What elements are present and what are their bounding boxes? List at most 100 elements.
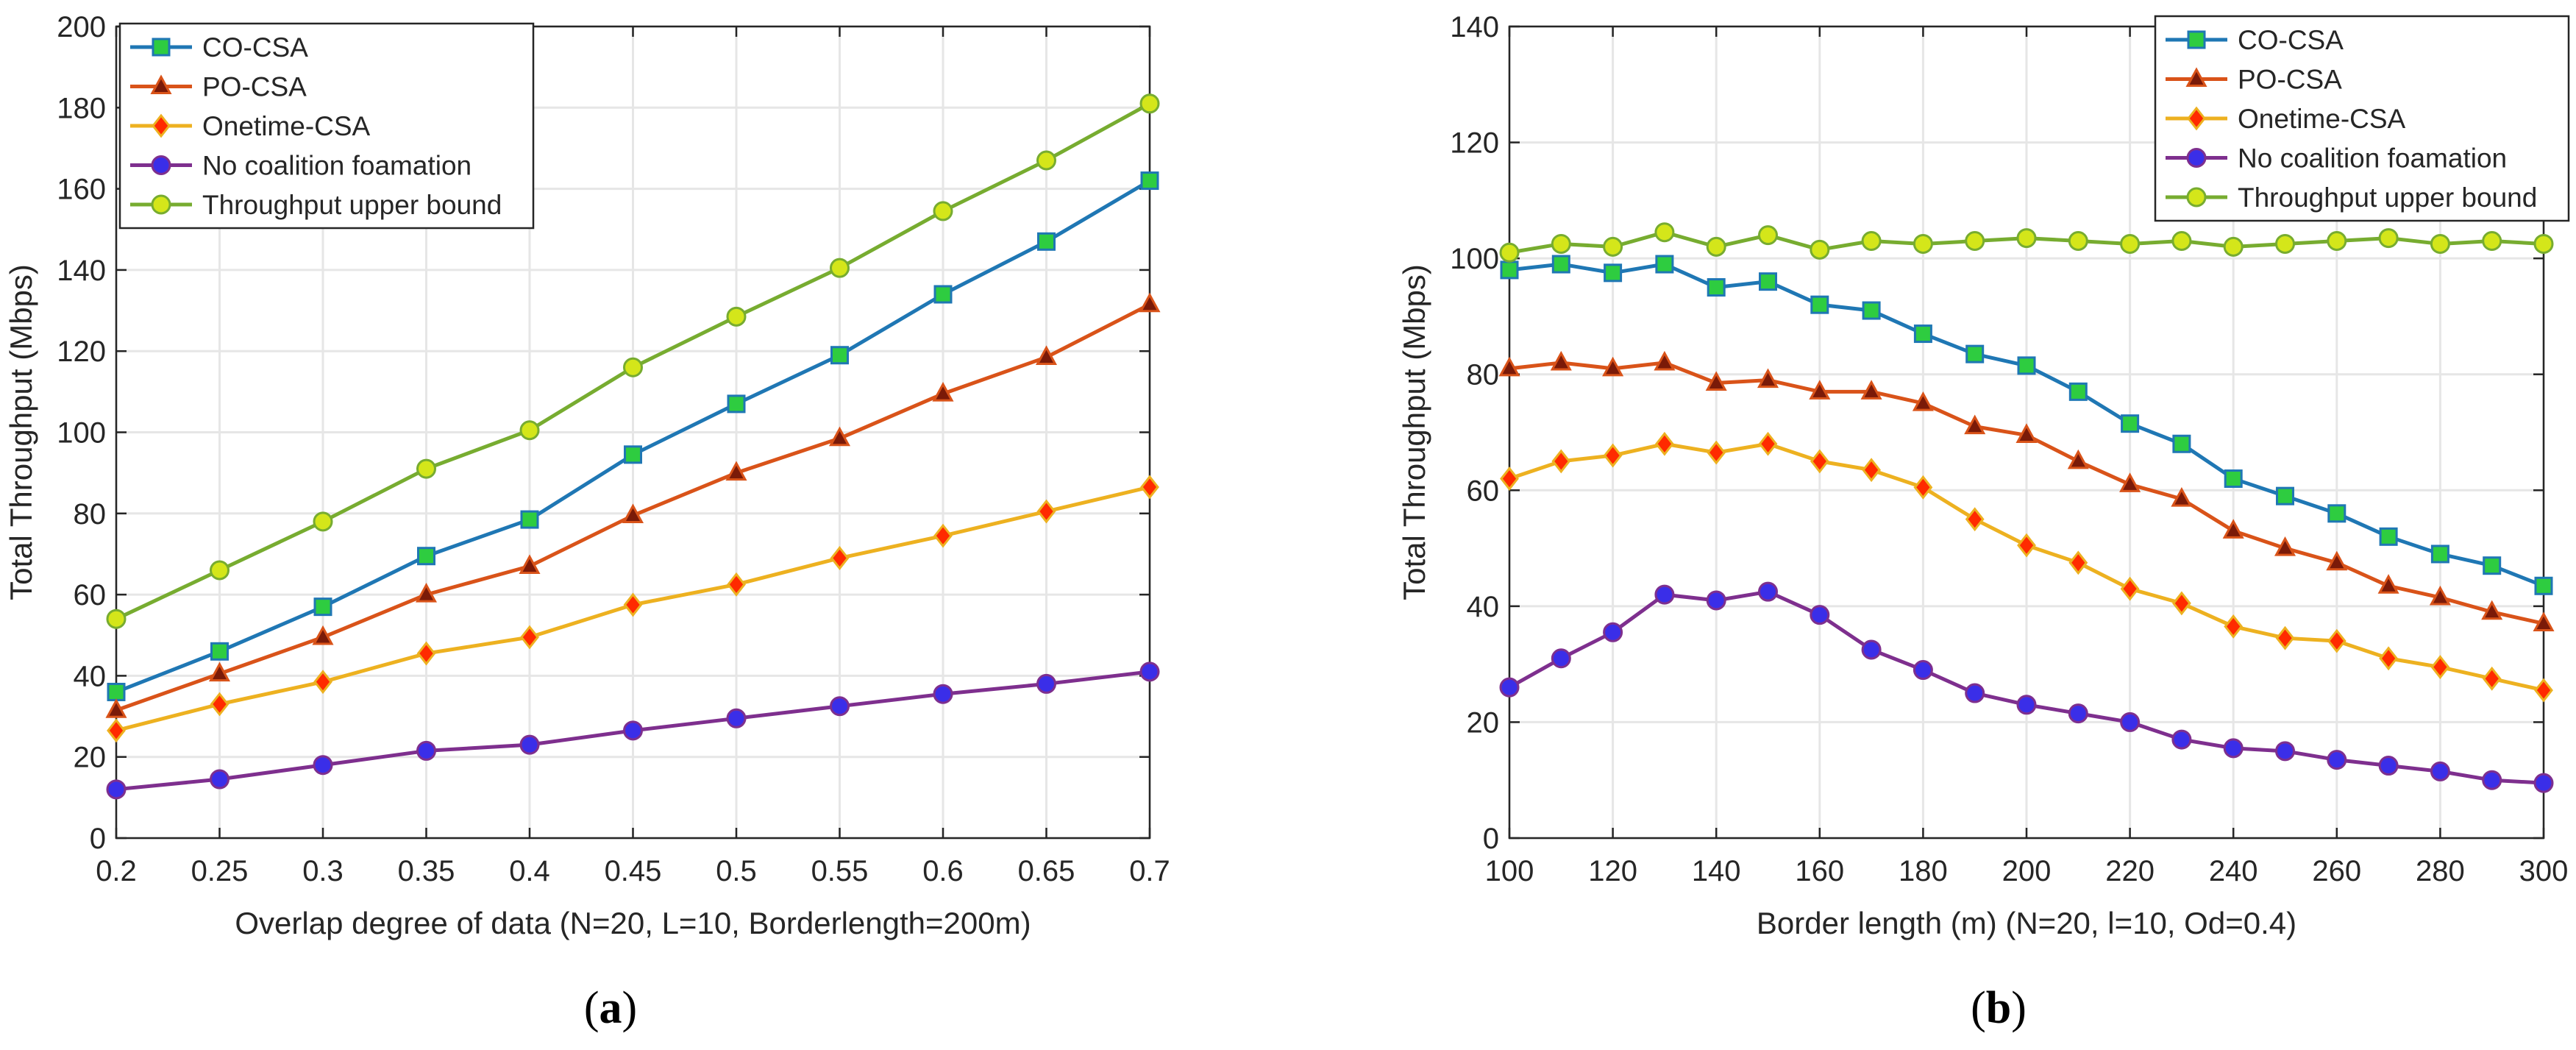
panel-a-point-onetime_csa-4 xyxy=(520,625,539,650)
panel-b-point-onetime_csa-8 xyxy=(1913,475,1933,500)
panel-a-point-upper_bound-10 xyxy=(1139,93,1160,114)
panel-b-ytick-label-3: 60 xyxy=(1467,475,1500,507)
panel-a-point-onetime_csa-2 xyxy=(313,670,332,695)
panel-b-point-upper_bound-16 xyxy=(2327,231,2347,252)
panel-b-point-no_coalition-18 xyxy=(2430,761,2450,781)
panel-b-point-co_csa-18 xyxy=(2430,544,2449,564)
panel-b-point-co_csa-16 xyxy=(2327,504,2346,523)
panel-b-ytick-label-2: 40 xyxy=(1467,591,1500,623)
panel-b-point-po_csa-11 xyxy=(2067,449,2089,469)
panel-a-xtick-label-6: 0.5 xyxy=(716,855,757,887)
panel-b-point-onetime_csa-14 xyxy=(2224,614,2244,639)
panel-b-point-upper_bound-8 xyxy=(1913,233,1933,254)
panel-a-point-no_coalition-0 xyxy=(106,779,127,800)
panel-a-point-onetime_csa-0 xyxy=(107,718,126,743)
panel-a-point-co_csa-6 xyxy=(727,394,746,414)
panel-b-point-upper_bound-1 xyxy=(1551,233,1571,254)
panel-b-point-onetime_csa-7 xyxy=(1862,458,1882,483)
panel-a-point-no_coalition-10 xyxy=(1139,661,1160,682)
panel-b-point-no_coalition-20 xyxy=(2533,773,2554,793)
panel-a-point-co_csa-5 xyxy=(624,445,642,464)
panel-a-xtick-label-9: 0.65 xyxy=(1018,855,1075,887)
panel-a-legend-label-upper_bound: Throughput upper bound xyxy=(202,190,502,220)
panel-a-xtick-label-4: 0.4 xyxy=(509,855,550,887)
panel-b-point-no_coalition-4 xyxy=(1706,590,1726,611)
panel-b-xtick-label-1: 120 xyxy=(1588,855,1637,887)
panel-a-point-onetime_csa-1 xyxy=(210,692,230,717)
panel-b-legend-marker-upper_bound xyxy=(2186,187,2207,207)
panel-a-ytick-label-4: 80 xyxy=(74,498,107,531)
panel-b-point-upper_bound-9 xyxy=(1965,231,1985,252)
panel-b-point-no_coalition-8 xyxy=(1913,660,1933,681)
panel-b-point-co_csa-12 xyxy=(2121,414,2140,433)
caption-b-letter: b xyxy=(1986,983,2011,1033)
panel-b-point-po_csa-19 xyxy=(2481,600,2503,620)
panel-b-xtick-label-0: 100 xyxy=(1485,855,1534,887)
panel-b-point-onetime_csa-20 xyxy=(2534,678,2553,703)
panel-a-series-po_csa xyxy=(105,292,1161,718)
panel-a-legend: CO-CSA PO-CSA Onetime-CSA No coalition foam… xyxy=(118,22,535,230)
panel-a-xtick-label-0: 0.2 xyxy=(96,855,137,887)
panel-b-series-upper_bound xyxy=(1499,222,2554,263)
panel-b-point-co_csa-19 xyxy=(2483,556,2502,575)
panel-b-point-co_csa-10 xyxy=(2017,356,2036,375)
panel-b-point-po_csa-0 xyxy=(1498,356,1520,377)
panel-b-xtick-label-2: 140 xyxy=(1692,855,1741,887)
panel-b-legend-marker-co_csa xyxy=(2187,30,2206,49)
panel-a-point-upper_bound-9 xyxy=(1036,150,1056,171)
panel-a-xtick-label-7: 0.55 xyxy=(811,855,869,887)
panel-b-point-no_coalition-5 xyxy=(1758,581,1778,602)
panel-b-point-co_csa-9 xyxy=(1965,344,1985,363)
panel-b-point-co_csa-14 xyxy=(2224,469,2243,489)
panel-b-point-onetime_csa-16 xyxy=(2327,628,2346,653)
panel-b-point-po_csa-6 xyxy=(1809,380,1831,400)
panel-b-xtick-label-6: 220 xyxy=(2105,855,2155,887)
panel-a-point-no_coalition-9 xyxy=(1036,673,1056,694)
panel-a-point-upper_bound-1 xyxy=(210,560,230,581)
panel-a-xtick-label-5: 0.45 xyxy=(605,855,662,887)
panel-b-point-no_coalition-15 xyxy=(2275,741,2295,762)
panel-a-point-co_csa-0 xyxy=(107,682,126,701)
panel-a-point-co_csa-1 xyxy=(210,642,229,661)
panel-a-legend-marker-no_coalition xyxy=(151,155,171,175)
panel-b-xtick-label-8: 260 xyxy=(2312,855,2361,887)
chart-panel-b: 100 120 140 160 180 200 220 240 260 280 300 0 20 40 60… xyxy=(1397,11,2570,940)
panel-b-ytick-label-4: 80 xyxy=(1467,359,1500,391)
panel-b-point-po_csa-7 xyxy=(1860,380,1882,400)
panel-b-point-no_coalition-11 xyxy=(2068,703,2088,724)
panel-b-series-no_coalition xyxy=(1499,581,2554,793)
panel-b-point-po_csa-1 xyxy=(1550,350,1572,371)
panel-a-point-upper_bound-5 xyxy=(623,357,643,377)
panel-a-point-upper_bound-8 xyxy=(933,201,953,221)
panel-b-point-upper_bound-19 xyxy=(2482,231,2502,252)
panel-a-point-no_coalition-6 xyxy=(726,708,747,728)
panel-b-point-no_coalition-17 xyxy=(2378,756,2399,776)
panel-b-ytick-label-1: 20 xyxy=(1467,706,1500,739)
panel-a-point-upper_bound-2 xyxy=(313,511,333,532)
panel-a-ytick-label-9: 180 xyxy=(57,92,106,124)
panel-b-legend-label-onetime_csa: Onetime-CSA xyxy=(2238,104,2406,134)
panel-b-point-upper_bound-18 xyxy=(2430,233,2450,254)
panel-b-point-upper_bound-20 xyxy=(2533,233,2554,254)
panel-a-point-onetime_csa-7 xyxy=(830,546,850,570)
panel-a-point-po_csa-4 xyxy=(519,554,541,574)
panel-b-ytick-label-0: 0 xyxy=(1483,823,1499,855)
panel-b-ytick-label-7: 140 xyxy=(1450,11,1499,43)
panel-b-point-upper_bound-6 xyxy=(1810,239,1830,260)
panel-a-legend-label-onetime_csa: Onetime-CSA xyxy=(202,111,371,141)
panel-b-point-onetime_csa-2 xyxy=(1603,443,1623,468)
panel-a-series-no_coalition xyxy=(106,661,1160,800)
panel-a-point-po_csa-7 xyxy=(828,426,851,447)
panel-a-point-po_csa-2 xyxy=(312,625,334,645)
panel-b-point-co_csa-13 xyxy=(2172,434,2191,453)
panel-b-point-po_csa-12 xyxy=(2119,472,2141,492)
panel-a-xtick-label-3: 0.35 xyxy=(398,855,455,887)
panel-b-point-co_csa-7 xyxy=(1862,301,1881,320)
panel-b-xlabel: Border length (m) (N=20, l=10, Od=0.4) xyxy=(1757,906,2296,940)
panel-b-point-po_csa-3 xyxy=(1654,350,1676,371)
panel-b-series-onetime_csa xyxy=(1500,431,2553,703)
panel-b-point-po_csa-14 xyxy=(2222,519,2244,539)
panel-a-point-no_coalition-8 xyxy=(933,684,953,704)
panel-a-point-upper_bound-7 xyxy=(830,258,850,278)
panel-b-point-po_csa-13 xyxy=(2171,486,2193,507)
